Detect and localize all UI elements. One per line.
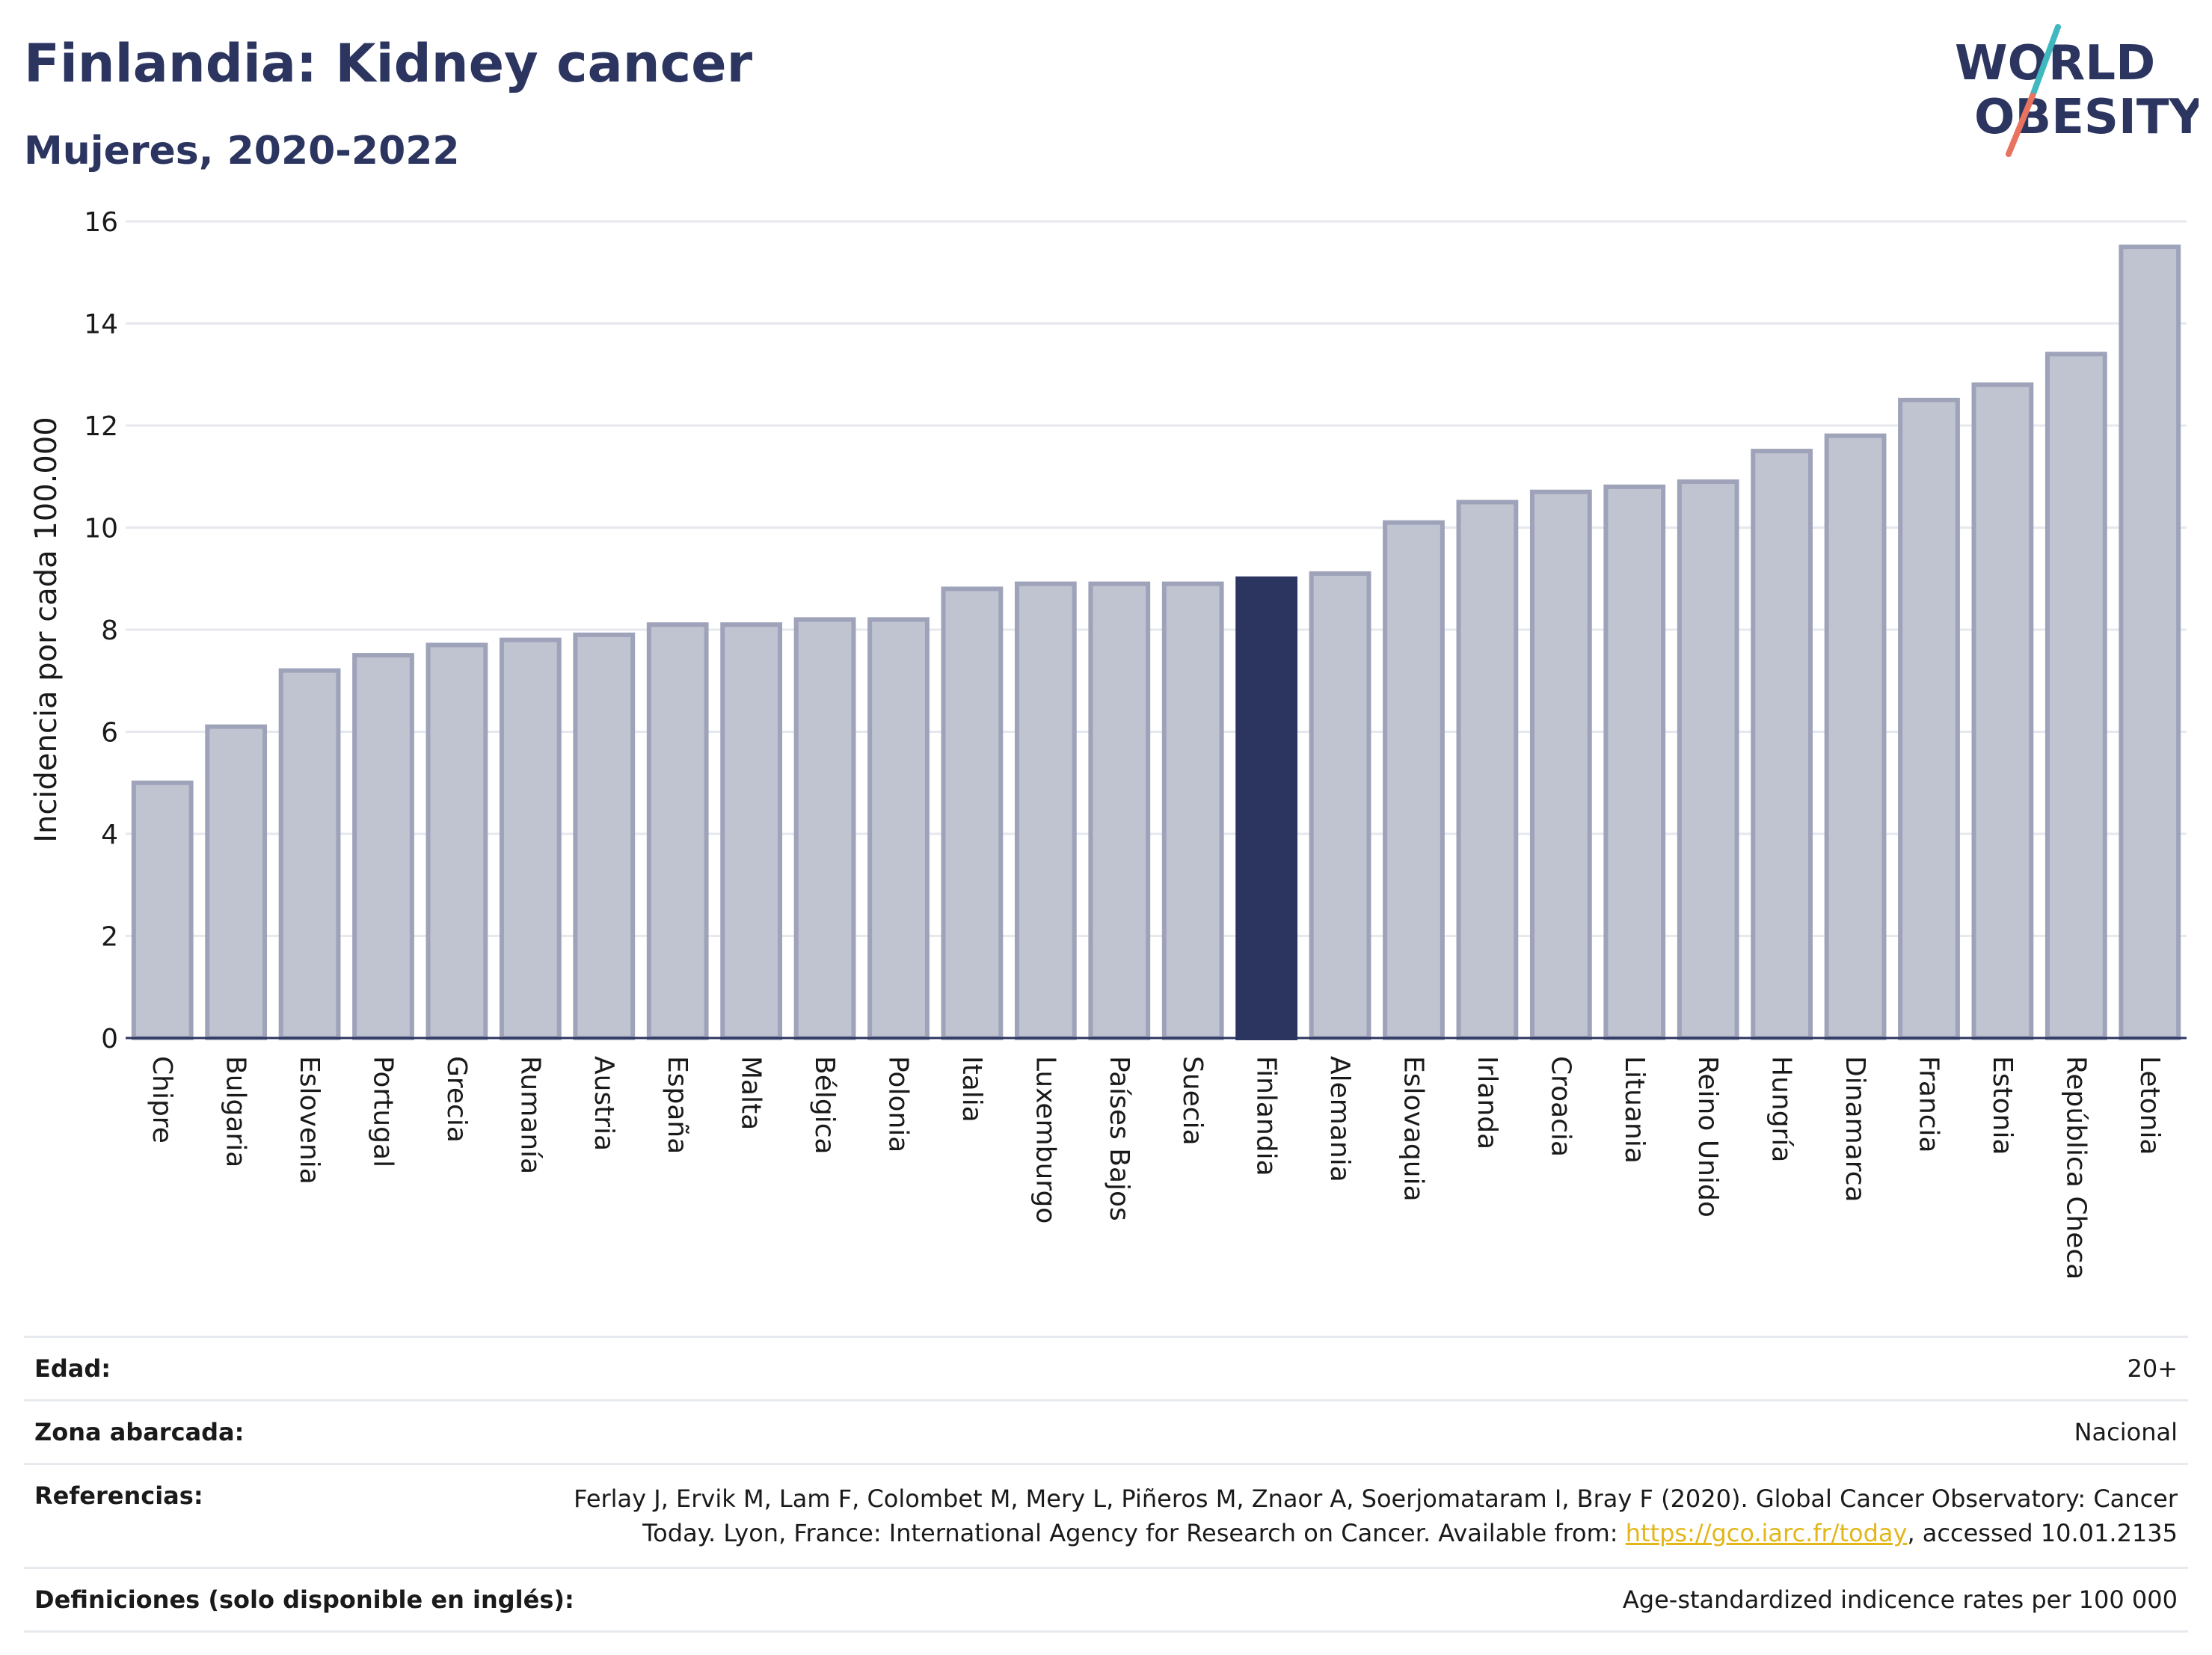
x-tick-label: Francia xyxy=(1914,1056,1944,1153)
logo-slash-teal xyxy=(2030,24,2061,99)
bar xyxy=(2044,351,2107,1040)
bar xyxy=(1529,489,1592,1040)
references-line-2-pre: Today. Lyon, France: International Agenc… xyxy=(642,1519,1626,1547)
x-tick-label: Letonia xyxy=(2134,1056,2165,1155)
chart-subtitle: Mujeres, 2020-2022 xyxy=(24,129,460,174)
bar xyxy=(131,780,194,1040)
y-tick-label: 16 xyxy=(84,207,118,238)
y-tick-label: 4 xyxy=(101,820,118,850)
x-tick-label: Eslovaquia xyxy=(1398,1056,1429,1202)
x-tick-label: Eslovenia xyxy=(294,1056,325,1185)
bar xyxy=(499,637,562,1040)
bar xyxy=(1014,581,1077,1040)
references-link[interactable]: https://gco.iarc.fr/today xyxy=(1625,1519,1908,1547)
chart-title: Finlandia: Kidney cancer xyxy=(24,33,753,94)
x-tick-label: Italia xyxy=(956,1056,987,1123)
zone-label: Zona abarcada: xyxy=(34,1418,245,1446)
bar xyxy=(867,617,930,1040)
x-tick-label: Hungría xyxy=(1766,1056,1797,1162)
x-tick-label: Portugal xyxy=(368,1056,399,1167)
bar xyxy=(1088,581,1151,1040)
x-tick-label: Suecia xyxy=(1177,1056,1208,1146)
footer-row-age: Edad: 20+ xyxy=(24,1336,2188,1399)
x-tick-label: Dinamarca xyxy=(1840,1056,1870,1203)
logo-slash-coral xyxy=(2006,93,2036,157)
bar xyxy=(1603,484,1666,1040)
bar xyxy=(720,622,783,1040)
footer-row-definitions: Definiciones (solo disponible en inglés)… xyxy=(24,1567,2188,1633)
logo-line-1: WORLD xyxy=(1955,36,2155,91)
age-label: Edad: xyxy=(34,1354,111,1383)
logo-line-2: OBESITY xyxy=(1974,90,2199,145)
x-tick-label: Finlandia xyxy=(1251,1056,1282,1176)
age-value: 20+ xyxy=(2127,1354,2178,1383)
references-line-1: Ferlay J, Ervik M, Lam F, Colombet M, Me… xyxy=(574,1484,2178,1513)
bar xyxy=(278,668,341,1040)
info-footer: Edad: 20+ Zona abarcada: Nacional Refere… xyxy=(24,1336,2188,1633)
footer-row-references: Referencias: Ferlay J, Ervik M, Lam F, C… xyxy=(24,1463,2188,1567)
x-tick-label: Chipre xyxy=(147,1056,177,1143)
y-tick-label: 12 xyxy=(84,411,118,442)
references-line-2-post: , accessed 10.01.2135 xyxy=(1907,1519,2178,1547)
definitions-value: Age-standardized indicence rates per 100… xyxy=(1622,1585,2178,1614)
bar xyxy=(425,642,488,1040)
bar xyxy=(573,632,636,1040)
bar-chart: 0 2 4 6 8 10 12 14 16 Chipre Bulgaria Eslovenia Por… xyxy=(29,207,2187,1280)
references-label: Referencias: xyxy=(34,1481,203,1510)
x-tick-label: Croacia xyxy=(1545,1056,1576,1157)
references-line-2: Today. Lyon, France: International Agenc… xyxy=(574,1516,2178,1550)
y-tick-label: 6 xyxy=(101,718,118,749)
x-tick-label: Estonia xyxy=(1987,1056,2018,1155)
x-tick-label: República Checa xyxy=(2060,1056,2091,1280)
bar xyxy=(352,653,414,1040)
bar xyxy=(1456,500,1519,1040)
x-tick-label: Luxemburgo xyxy=(1030,1056,1060,1223)
footer-row-zone: Zona abarcada: Nacional xyxy=(24,1399,2188,1463)
bar xyxy=(1309,571,1371,1040)
bar xyxy=(1751,449,1813,1040)
bar xyxy=(793,617,856,1040)
bar xyxy=(1161,581,1224,1040)
bar xyxy=(1677,479,1739,1040)
bars xyxy=(131,245,2181,1040)
x-axis-labels: Chipre Bulgaria Eslovenia Portugal Grecia Rum… xyxy=(147,1056,2165,1280)
x-tick-label: Bélgica xyxy=(809,1056,840,1155)
references-value: Ferlay J, Ervik M, Lam F, Colombet M, Me… xyxy=(574,1481,2178,1550)
y-axis-label: Incidencia por cada 100.000 xyxy=(29,417,64,843)
y-tick-label: 10 xyxy=(84,514,118,544)
world-obesity-logo: WORLD OBESITY xyxy=(1955,24,2199,157)
y-tick-label: 14 xyxy=(84,310,118,340)
bar xyxy=(646,622,709,1040)
bar xyxy=(1383,520,1445,1040)
x-tick-label: Grecia xyxy=(441,1056,472,1143)
bar xyxy=(1824,433,1887,1040)
bar xyxy=(1971,382,2034,1040)
y-tick-label: 0 xyxy=(101,1024,118,1054)
y-tick-label: 8 xyxy=(101,615,118,646)
y-axis-ticks: 0 2 4 6 8 10 12 14 16 xyxy=(84,207,118,1054)
x-tick-label: Rumanía xyxy=(514,1056,545,1174)
x-tick-label: España xyxy=(662,1056,692,1154)
bar xyxy=(205,724,268,1040)
bar-highlight xyxy=(1235,576,1298,1040)
bar xyxy=(1898,397,1960,1040)
x-tick-label: Reino Unido xyxy=(1692,1056,1723,1218)
x-tick-label: Lituania xyxy=(1619,1056,1650,1164)
bar xyxy=(941,586,1004,1040)
x-tick-label: Bulgaria xyxy=(221,1056,251,1167)
x-tick-label: Irlanda xyxy=(1472,1056,1502,1149)
zone-value: Nacional xyxy=(2074,1418,2178,1446)
bar xyxy=(2119,245,2181,1040)
x-tick-label: Polonia xyxy=(883,1056,914,1152)
y-tick-label: 2 xyxy=(101,922,118,953)
x-tick-label: Alemania xyxy=(1324,1056,1355,1182)
x-tick-label: Países Bajos xyxy=(1104,1056,1134,1221)
x-tick-label: Malta xyxy=(736,1056,766,1130)
x-tick-label: Austria xyxy=(589,1056,619,1151)
definitions-label: Definiciones (solo disponible en inglés)… xyxy=(34,1585,574,1614)
